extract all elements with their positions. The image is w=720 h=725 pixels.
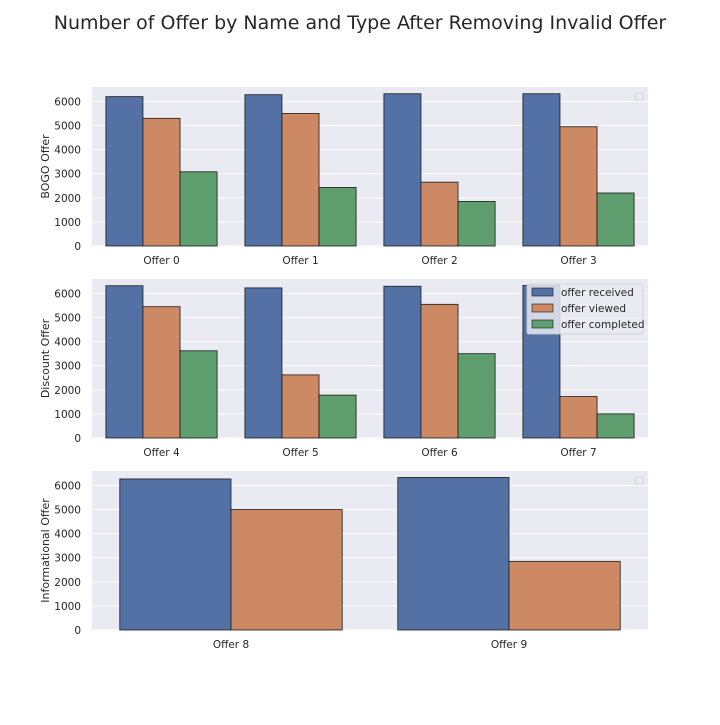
- y-tick-label: 4000: [54, 529, 81, 541]
- bar: [142, 306, 181, 439]
- bar: [119, 478, 232, 631]
- y-tick-label: 2000: [54, 193, 81, 205]
- bar: [179, 171, 218, 247]
- bar: [105, 96, 144, 247]
- y-tick-label: 1000: [54, 601, 81, 613]
- bar: [142, 117, 181, 247]
- y-tick-label: 3000: [54, 361, 81, 373]
- empty-legend-box: [634, 92, 644, 101]
- bar: [244, 287, 283, 439]
- bar: [318, 187, 357, 247]
- x-tick-label: Offer 8: [213, 639, 249, 651]
- bar: [179, 350, 218, 439]
- panel-1: 0 1000 2000 3000 4000 5000 6000 BOGO Offer Offer…: [39, 87, 648, 267]
- bar: [397, 477, 510, 631]
- y-axis-label: Discount Offer: [39, 318, 52, 398]
- y-tick-label: 0: [74, 241, 81, 253]
- y-tick-label: 6000: [54, 288, 81, 300]
- bar: [596, 413, 635, 439]
- bar: [244, 94, 283, 247]
- bar: [383, 285, 422, 439]
- y-tick-label: 1000: [54, 409, 81, 421]
- bar: [420, 303, 459, 439]
- y-tick-label: 3000: [54, 553, 81, 565]
- legend-swatch: [531, 287, 554, 297]
- y-axis-label: BOGO Offer: [39, 134, 52, 199]
- bar: [457, 201, 496, 247]
- bar: [420, 181, 459, 247]
- y-tick-label: 4000: [54, 337, 81, 349]
- bar: [522, 93, 561, 247]
- y-tick-label: 6000: [54, 480, 81, 492]
- bar: [457, 353, 496, 439]
- x-tick-label: Offer 1: [282, 255, 318, 267]
- y-tick-label: 1000: [54, 217, 81, 229]
- y-tick-label: 6000: [54, 96, 81, 108]
- y-axis-label: Informational Offer: [39, 498, 52, 603]
- y-tick-label: 3000: [54, 169, 81, 181]
- bar: [281, 113, 320, 247]
- legend-label: offer received: [561, 287, 634, 299]
- legend-swatch: [531, 303, 554, 313]
- figure-title: Number of Offer by Name and Type After R…: [54, 12, 667, 34]
- y-tick-label: 0: [74, 625, 81, 637]
- y-tick-label: 2000: [54, 385, 81, 397]
- legend-box: [526, 283, 644, 335]
- bar: [318, 394, 357, 439]
- bar: [559, 396, 598, 439]
- bar: [508, 560, 621, 631]
- empty-legend-box: [634, 476, 644, 485]
- y-tick-label: 5000: [54, 121, 81, 133]
- bar: [105, 285, 144, 439]
- x-tick-label: Offer 3: [560, 255, 596, 267]
- x-tick-label: Offer 4: [143, 447, 180, 459]
- legend-swatch: [531, 319, 554, 329]
- x-tick-label: Offer 0: [143, 255, 179, 267]
- legend-label: offer viewed: [561, 303, 626, 315]
- legend: offer received offer viewed offer complete…: [526, 283, 644, 335]
- x-tick-label: Offer 2: [421, 255, 457, 267]
- legend-label: offer completed: [561, 319, 644, 331]
- y-tick-label: 0: [74, 433, 81, 445]
- panel-2: 0 1000 2000 3000 4000 5000 6000 Discount Offer O…: [39, 279, 648, 459]
- bar: [281, 374, 320, 439]
- x-tick-label: Offer 9: [491, 639, 527, 651]
- bar: [383, 93, 422, 247]
- x-tick-label: Offer 6: [421, 447, 458, 459]
- bar: [230, 509, 343, 631]
- y-tick-label: 4000: [54, 145, 81, 157]
- panels: 0 1000 2000 3000 4000 5000 6000 BOGO Offer Offer…: [39, 87, 648, 651]
- bar: [596, 192, 635, 247]
- x-tick-label: Offer 7: [560, 447, 596, 459]
- bar: [559, 126, 598, 247]
- y-tick-label: 5000: [54, 313, 81, 325]
- y-tick-label: 2000: [54, 577, 81, 589]
- x-tick-label: Offer 5: [282, 447, 318, 459]
- y-tick-label: 5000: [54, 505, 81, 517]
